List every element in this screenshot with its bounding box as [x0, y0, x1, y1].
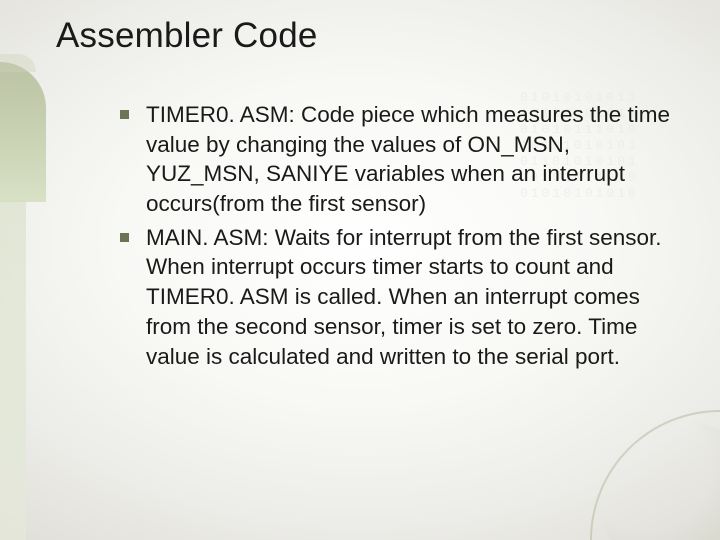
content-area: TIMER0. ASM: Code piece which measures t…	[120, 100, 680, 375]
bullet-text: TIMER0. ASM: Code piece which measures t…	[146, 102, 670, 216]
bullet-icon	[120, 233, 129, 242]
list-item: MAIN. ASM: Waits for interrupt from the …	[120, 223, 680, 371]
slide-title: Assembler Code	[56, 16, 318, 56]
bullet-text: MAIN. ASM: Waits for interrupt from the …	[146, 225, 662, 369]
accent-shape-top	[0, 62, 46, 202]
slide: 01010101011 10110101010 01010111010 1010…	[0, 0, 720, 540]
accent-corner-line	[590, 410, 720, 540]
accent-shape-bottom	[0, 200, 26, 540]
bullet-icon	[120, 110, 129, 119]
list-item: TIMER0. ASM: Code piece which measures t…	[120, 100, 680, 219]
